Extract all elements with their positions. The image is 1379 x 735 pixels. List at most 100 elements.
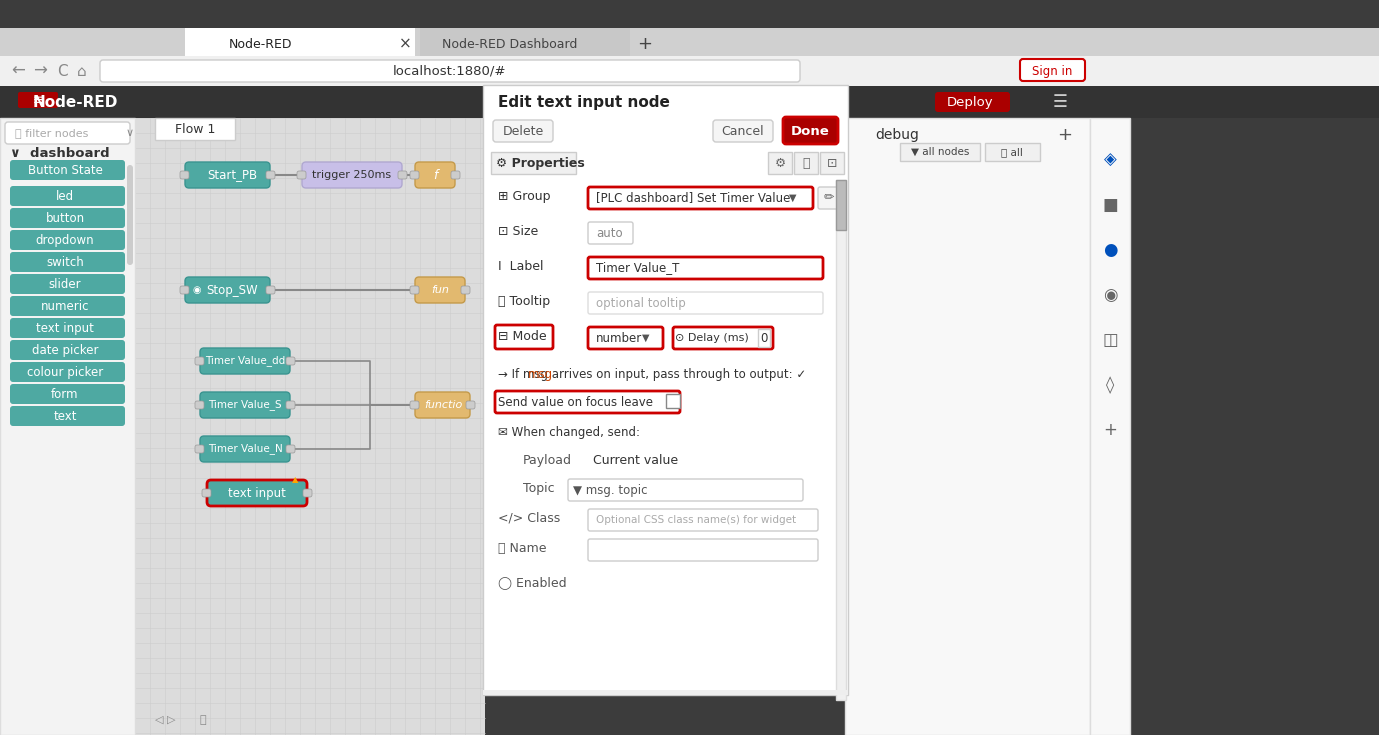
Text: ☰: ☰ <box>1052 93 1067 111</box>
Text: ▼ msg. topic: ▼ msg. topic <box>574 484 648 497</box>
FancyBboxPatch shape <box>935 92 1009 112</box>
Text: ⊞ Group: ⊞ Group <box>498 190 550 203</box>
Bar <box>483 690 848 695</box>
FancyBboxPatch shape <box>201 489 211 497</box>
Bar <box>666 394 680 408</box>
FancyBboxPatch shape <box>302 162 403 188</box>
Text: → If msg arrives on input, pass through to output: ✓: → If msg arrives on input, pass through … <box>498 368 807 381</box>
Bar <box>185 28 415 56</box>
Bar <box>135 118 485 735</box>
FancyBboxPatch shape <box>10 406 125 426</box>
Text: ■: ■ <box>1102 196 1118 214</box>
Bar <box>794 152 818 174</box>
Text: Done: Done <box>790 124 829 137</box>
Text: ●: ● <box>1103 241 1117 259</box>
Text: ⌂: ⌂ <box>77 63 87 79</box>
Text: ⓘ Tooltip: ⓘ Tooltip <box>498 295 550 307</box>
FancyBboxPatch shape <box>185 277 270 303</box>
Text: +: + <box>1103 421 1117 439</box>
FancyBboxPatch shape <box>18 92 58 108</box>
Text: Timer Value_N: Timer Value_N <box>208 443 283 454</box>
Text: Current value: Current value <box>593 453 678 467</box>
FancyBboxPatch shape <box>285 445 295 453</box>
Bar <box>0 86 1379 118</box>
Text: Start_PB: Start_PB <box>207 168 256 182</box>
Text: +: + <box>1058 126 1073 144</box>
FancyBboxPatch shape <box>10 230 125 250</box>
Text: ✏: ✏ <box>823 192 834 204</box>
Text: Payload: Payload <box>523 453 572 467</box>
FancyBboxPatch shape <box>587 222 633 244</box>
Text: colour picker: colour picker <box>26 365 103 379</box>
FancyBboxPatch shape <box>10 384 125 404</box>
FancyBboxPatch shape <box>207 480 308 506</box>
Text: 🗑 all: 🗑 all <box>1001 147 1023 157</box>
FancyBboxPatch shape <box>415 392 470 418</box>
Bar <box>836 180 845 700</box>
Bar <box>0 28 1379 56</box>
Text: number: number <box>596 331 643 345</box>
Text: ◁ ▷: ◁ ▷ <box>154 715 175 725</box>
Bar <box>1089 118 1129 735</box>
Text: ▼: ▼ <box>643 333 650 343</box>
Text: +: + <box>637 35 652 53</box>
Text: Button State: Button State <box>28 163 102 176</box>
FancyBboxPatch shape <box>783 117 838 144</box>
FancyBboxPatch shape <box>494 120 553 142</box>
Text: form: form <box>51 387 79 401</box>
Bar <box>836 180 845 230</box>
Text: ⚙: ⚙ <box>775 157 786 170</box>
Text: optional tooltip: optional tooltip <box>596 296 685 309</box>
Text: Node-RED Dashboard: Node-RED Dashboard <box>443 37 578 51</box>
Text: ∨  dashboard: ∨ dashboard <box>10 146 109 159</box>
Text: Timer Value_T: Timer Value_T <box>596 262 680 274</box>
Text: text input: text input <box>36 321 94 334</box>
Text: led: led <box>57 190 74 203</box>
FancyBboxPatch shape <box>399 171 407 179</box>
Text: msg: msg <box>528 368 553 381</box>
FancyBboxPatch shape <box>127 165 132 265</box>
FancyBboxPatch shape <box>10 208 125 228</box>
FancyBboxPatch shape <box>10 252 125 272</box>
Text: auto: auto <box>597 226 623 240</box>
FancyBboxPatch shape <box>451 171 461 179</box>
Bar <box>758 329 769 347</box>
Text: ∨: ∨ <box>125 128 134 138</box>
FancyBboxPatch shape <box>10 318 125 338</box>
FancyBboxPatch shape <box>10 186 125 206</box>
FancyBboxPatch shape <box>673 327 774 349</box>
Text: </> Class: </> Class <box>498 512 560 525</box>
Text: ▼ all nodes: ▼ all nodes <box>910 147 969 157</box>
Text: ⊟ Mode: ⊟ Mode <box>498 329 546 343</box>
FancyBboxPatch shape <box>568 479 803 501</box>
Text: ◯ Enabled: ◯ Enabled <box>498 576 567 589</box>
FancyBboxPatch shape <box>194 445 204 453</box>
FancyBboxPatch shape <box>194 357 204 365</box>
Bar <box>985 143 1040 161</box>
FancyBboxPatch shape <box>285 357 295 365</box>
Bar <box>0 56 1379 86</box>
Text: trigger 250ms: trigger 250ms <box>313 170 392 180</box>
Text: Optional CSS class name(s) for widget: Optional CSS class name(s) for widget <box>596 515 796 525</box>
Text: ✉ When changed, send:: ✉ When changed, send: <box>498 426 640 439</box>
Bar <box>0 0 1379 30</box>
FancyBboxPatch shape <box>410 286 419 294</box>
FancyBboxPatch shape <box>285 401 295 409</box>
FancyBboxPatch shape <box>466 401 474 409</box>
Text: fun: fun <box>432 285 450 295</box>
Text: ←: ← <box>11 62 25 80</box>
Bar <box>483 85 848 695</box>
Bar <box>900 143 980 161</box>
Text: Node-RED: Node-RED <box>32 95 117 110</box>
Text: 🏷 Name: 🏷 Name <box>498 542 546 554</box>
FancyBboxPatch shape <box>181 171 189 179</box>
Text: ⚙ Properties: ⚙ Properties <box>496 157 585 170</box>
Text: Stop_SW: Stop_SW <box>207 284 258 296</box>
Text: 🔍: 🔍 <box>200 715 207 725</box>
Bar <box>768 152 792 174</box>
FancyBboxPatch shape <box>6 122 130 144</box>
Text: Node-RED: Node-RED <box>229 37 292 51</box>
FancyBboxPatch shape <box>266 286 274 294</box>
Bar <box>491 152 576 174</box>
FancyBboxPatch shape <box>266 171 274 179</box>
